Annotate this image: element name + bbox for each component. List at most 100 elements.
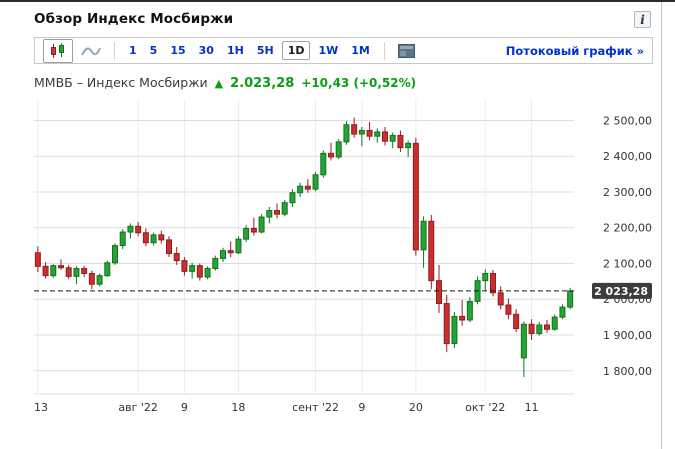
candle-body (150, 234, 157, 244)
x-axis-label: 18 (231, 401, 245, 414)
candle-body (266, 210, 273, 218)
candle-body (204, 267, 211, 278)
candle-body (73, 267, 80, 277)
interval-button-1[interactable]: 1 (129, 44, 137, 57)
page-top-border (0, 0, 675, 2)
page-right-border (661, 2, 662, 449)
candle-body (358, 129, 365, 135)
candle-body (312, 174, 319, 190)
candle-body (158, 234, 165, 241)
interval-button-30[interactable]: 30 (198, 44, 214, 57)
line-chart-icon (81, 47, 101, 55)
candle-body (127, 225, 134, 233)
candle-body (520, 323, 527, 359)
chart-toolbar: 1 5 15 30 1H 5H 1D 1W 1M Потоковый график » (34, 37, 653, 64)
moex-chart-widget: Обзор Индекс Мосбиржи i 1 5 15 30 1H 5H 1D 1W 1M (0, 2, 661, 449)
candle-body (135, 225, 142, 234)
chart-area[interactable]: 2 500,00 2 400,00 2 300,00 2 200,00 2 100,00… (34, 99, 653, 424)
y-axis-label: 2 400,00 (603, 150, 652, 163)
info-icon[interactable]: i (634, 11, 651, 28)
candle-body (212, 257, 219, 269)
toolbar-separator (114, 41, 115, 60)
x-axis-label: 9 (181, 401, 188, 414)
streaming-chart-link[interactable]: Потоковый график » (505, 43, 644, 58)
candle-body (81, 267, 88, 274)
candle-body (405, 142, 412, 149)
candle-body (50, 265, 57, 277)
last-price-badge (592, 282, 652, 299)
candle-body (328, 152, 334, 158)
candle-body (536, 324, 543, 335)
candle-body (235, 238, 242, 254)
candle-body (366, 129, 373, 137)
candle-body (497, 292, 504, 306)
interval-group: 1 5 15 30 1H 5H 1D 1W 1M (124, 41, 375, 60)
candle-body (397, 134, 404, 149)
candle-body (389, 134, 396, 142)
last-price-badge-label: 2 023,28 (594, 285, 648, 298)
interval-button-1H[interactable]: 1H (226, 44, 244, 57)
candle-body (189, 265, 196, 272)
y-axis-label: 1 900,00 (603, 329, 652, 342)
interval-button-1M[interactable]: 1M (351, 44, 370, 57)
chart-settings-button[interactable] (394, 42, 419, 60)
candlestick-icon (51, 43, 64, 58)
x-axis-label: 20 (409, 401, 423, 414)
candle-body (482, 272, 489, 282)
candle-body (304, 185, 311, 190)
y-axis-label: 2 300,00 (603, 186, 652, 199)
candlestick-chart[interactable]: 2 500,00 2 400,00 2 300,00 2 200,00 2 100,00… (34, 99, 654, 420)
interval-button-1W[interactable]: 1W (318, 44, 339, 57)
candle-body (374, 131, 381, 137)
candle-body (96, 275, 103, 285)
chart-header: ММВБ – Индекс Мосбиржи ▲ 2.023,28 +10,43… (34, 75, 653, 91)
candle-body (258, 216, 265, 233)
candle-body (88, 272, 95, 285)
candle-body (34, 252, 41, 267)
candle-body (243, 227, 250, 240)
candle-body (513, 313, 520, 330)
candle-body (112, 245, 118, 264)
candle-body (281, 202, 288, 215)
candle-body (428, 220, 435, 282)
x-axis-label: 13 (34, 401, 48, 414)
y-axis-label: 1 800,00 (603, 365, 652, 378)
candle-body (490, 272, 496, 294)
candle-body (320, 152, 327, 176)
candle-body (196, 265, 203, 278)
widget-header: Обзор Индекс Мосбиржи i (34, 11, 653, 28)
x-axis-label: 9 (358, 401, 365, 414)
candle-body (289, 192, 296, 204)
interval-button-15[interactable]: 15 (170, 44, 186, 57)
line-chart-button[interactable] (77, 42, 105, 60)
candle-body (142, 232, 149, 244)
candle-body (351, 124, 358, 135)
price-change: +10,43 (+0,52%) (301, 76, 417, 90)
candle-body (65, 267, 72, 277)
candle-body (459, 315, 466, 321)
candle-body (436, 280, 442, 305)
candle-body (42, 265, 49, 277)
candle-body (274, 210, 280, 215)
interval-button-5H[interactable]: 5H (256, 44, 274, 57)
x-axis-label: авг '22 (118, 401, 158, 414)
interval-button-5[interactable]: 5 (149, 44, 158, 57)
candlestick-chart-button[interactable] (43, 38, 73, 63)
up-arrow-icon: ▲ (214, 77, 224, 90)
candle-body (528, 323, 535, 335)
instrument-name: ММВБ – Индекс Мосбиржи (34, 75, 208, 90)
candle-body (335, 141, 342, 158)
y-axis-label: 2 100,00 (603, 257, 652, 270)
candle-body (220, 250, 226, 259)
candle-body (297, 185, 304, 194)
page-title: Обзор Индекс Мосбиржи (34, 11, 234, 27)
candle-body (343, 124, 350, 143)
x-axis-label: окт '22 (465, 401, 505, 414)
candle-body (567, 290, 574, 308)
interval-button-1D[interactable]: 1D (281, 41, 311, 60)
candle-body (544, 324, 550, 330)
candle-body (173, 252, 180, 262)
candle-body (466, 300, 473, 321)
candle-body (227, 250, 234, 254)
candle-body (412, 142, 419, 251)
